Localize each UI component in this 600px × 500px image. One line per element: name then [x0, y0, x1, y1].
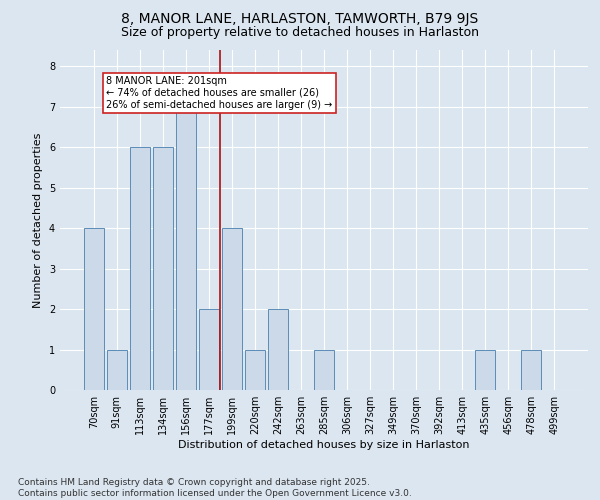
Bar [84, 228, 104, 390]
Bar [176, 106, 196, 390]
Bar [107, 350, 127, 390]
Y-axis label: Number of detached properties: Number of detached properties [34, 132, 43, 308]
Text: Size of property relative to detached houses in Harlaston: Size of property relative to detached ho… [121, 26, 479, 39]
Bar [153, 147, 173, 390]
Bar [314, 350, 334, 390]
Bar [245, 350, 265, 390]
X-axis label: Distribution of detached houses by size in Harlaston: Distribution of detached houses by size … [178, 440, 470, 450]
Text: Contains HM Land Registry data © Crown copyright and database right 2025.
Contai: Contains HM Land Registry data © Crown c… [18, 478, 412, 498]
Bar [521, 350, 541, 390]
Bar [130, 147, 149, 390]
Bar [475, 350, 495, 390]
Bar [199, 309, 218, 390]
Text: 8 MANOR LANE: 201sqm
← 74% of detached houses are smaller (26)
26% of semi-detac: 8 MANOR LANE: 201sqm ← 74% of detached h… [106, 76, 332, 110]
Bar [222, 228, 242, 390]
Text: 8, MANOR LANE, HARLASTON, TAMWORTH, B79 9JS: 8, MANOR LANE, HARLASTON, TAMWORTH, B79 … [121, 12, 479, 26]
Bar [268, 309, 288, 390]
